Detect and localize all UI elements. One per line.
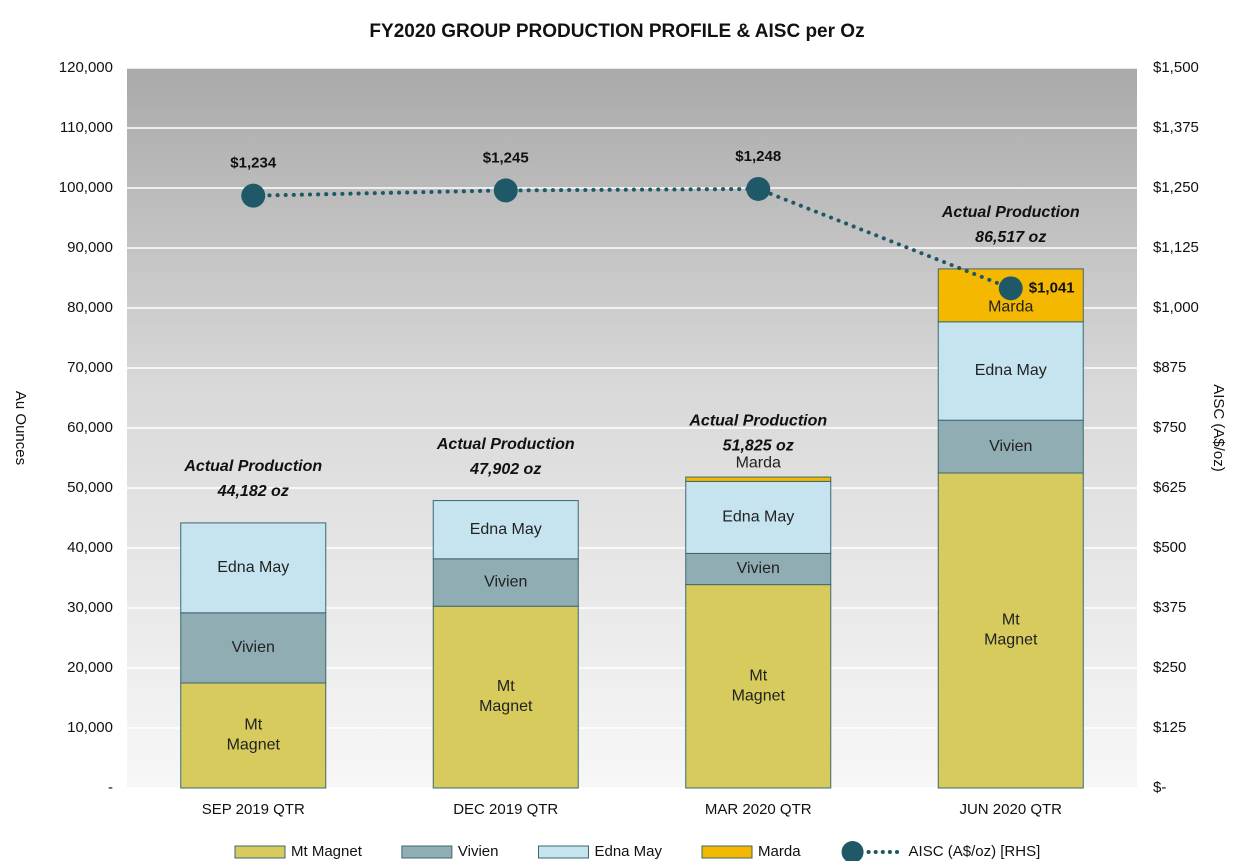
aisc-value-label: $1,041 xyxy=(1029,279,1075,296)
y-tick-label: 100,000 xyxy=(59,179,113,196)
bar-segment xyxy=(432,605,579,789)
y2-tick-label: $1,000 xyxy=(1153,299,1199,316)
y2-axis-label: AISC (A$/oz) xyxy=(1210,384,1227,472)
legend-swatch xyxy=(701,845,753,859)
aisc-point xyxy=(241,183,266,208)
legend-label: Vivien xyxy=(458,843,499,860)
annotation-title: Actual Production xyxy=(688,412,827,429)
bar-segment xyxy=(685,476,832,482)
aisc-point xyxy=(998,276,1023,301)
segment-label: Vivien xyxy=(989,438,1032,455)
y2-tick-label: $1,500 xyxy=(1153,59,1199,76)
bar-segment xyxy=(180,522,327,614)
legend-label: AISC (A$/oz) [RHS] xyxy=(909,843,1041,860)
y2-tick-label: $625 xyxy=(1153,479,1186,496)
segment-label: Edna May xyxy=(975,362,1047,379)
legend-swatch xyxy=(401,845,453,859)
legend-label: Edna May xyxy=(594,843,662,860)
segment-label: Vivien xyxy=(737,560,780,577)
segment-label: Marda xyxy=(988,299,1033,316)
y-axis-label: Au Ounces xyxy=(12,391,29,465)
aisc-value-label: $1,234 xyxy=(230,155,277,172)
y2-tick-label: $875 xyxy=(1153,359,1186,376)
bar-segment xyxy=(180,682,327,789)
y-tick-label: 80,000 xyxy=(67,299,113,316)
segment-label: Vivien xyxy=(232,639,275,656)
annotation-title: Actual Production xyxy=(436,436,575,453)
aisc-value-label: $1,248 xyxy=(735,148,781,165)
bar-segment xyxy=(685,480,832,554)
y2-tick-label: $- xyxy=(1153,779,1166,796)
x-tick-label: DEC 2019 QTR xyxy=(453,801,558,818)
x-tick-label: SEP 2019 QTR xyxy=(202,801,305,818)
x-tick-label: JUN 2020 QTR xyxy=(959,801,1062,818)
bar-segment xyxy=(937,472,1084,789)
annotation-text: 51,825 oz xyxy=(723,437,794,454)
y2-tick-label: $500 xyxy=(1153,539,1186,556)
annotation-title: Actual Production xyxy=(941,204,1080,221)
y-tick-label: 10,000 xyxy=(67,719,113,736)
segment-label: Edna May xyxy=(722,509,794,526)
aisc-point xyxy=(493,178,518,203)
legend-marker xyxy=(841,841,864,861)
y-tick-label: 50,000 xyxy=(67,479,113,496)
y2-tick-label: $750 xyxy=(1153,419,1186,436)
bar-segment xyxy=(432,558,579,607)
x-tick-label: MAR 2020 QTR xyxy=(705,801,812,818)
y-tick-label: 20,000 xyxy=(67,659,113,676)
bar-segment xyxy=(937,419,1084,474)
y-tick-label: 30,000 xyxy=(67,599,113,616)
annotation-title: Actual Production xyxy=(183,458,322,475)
annotation-text: 47,902 oz xyxy=(469,461,541,478)
annotation-text: 44,182 oz xyxy=(217,483,289,500)
legend-swatch xyxy=(537,845,589,859)
annotation-text: 86,517 oz xyxy=(975,229,1046,246)
legend-swatch xyxy=(234,845,286,859)
bar-segment xyxy=(432,500,579,560)
y-tick-label: 110,000 xyxy=(60,119,113,136)
bar-segment xyxy=(685,552,832,586)
bar-segment xyxy=(937,321,1084,421)
aisc-value-label: $1,245 xyxy=(483,149,529,166)
segment-label: Marda xyxy=(736,454,781,471)
y-tick-label: 60,000 xyxy=(67,419,113,436)
y-tick-label: 70,000 xyxy=(67,359,113,376)
segment-label: Mt Magnet xyxy=(479,678,533,715)
y2-tick-label: $1,125 xyxy=(1153,239,1199,256)
legend-label: Marda xyxy=(758,843,801,860)
segment-label: Mt Magnet xyxy=(732,668,786,705)
y2-tick-label: $375 xyxy=(1153,599,1186,616)
y-tick-label: - xyxy=(108,779,113,796)
y2-tick-label: $1,375 xyxy=(1153,119,1199,136)
bar-segment xyxy=(180,612,327,684)
aisc-point xyxy=(746,176,771,201)
legend-label: Mt Magnet xyxy=(291,843,363,860)
bar-segment xyxy=(685,584,832,789)
segment-label: Edna May xyxy=(470,521,542,538)
aisc-line xyxy=(251,186,1013,291)
segment-label: Edna May xyxy=(217,559,289,576)
segment-label: Mt Magnet xyxy=(984,612,1038,649)
y-tick-label: 120,000 xyxy=(59,59,113,76)
y2-tick-label: $1,250 xyxy=(1153,179,1199,196)
y-tick-label: 40,000 xyxy=(67,539,113,556)
y2-tick-label: $125 xyxy=(1153,719,1186,736)
chart-title: FY2020 GROUP PRODUCTION PROFILE & AISC p… xyxy=(369,21,864,42)
segment-label: Vivien xyxy=(484,574,527,591)
segment-label: Mt Magnet xyxy=(227,717,281,754)
y-tick-label: 90,000 xyxy=(67,239,113,256)
y2-tick-label: $250 xyxy=(1153,659,1186,676)
